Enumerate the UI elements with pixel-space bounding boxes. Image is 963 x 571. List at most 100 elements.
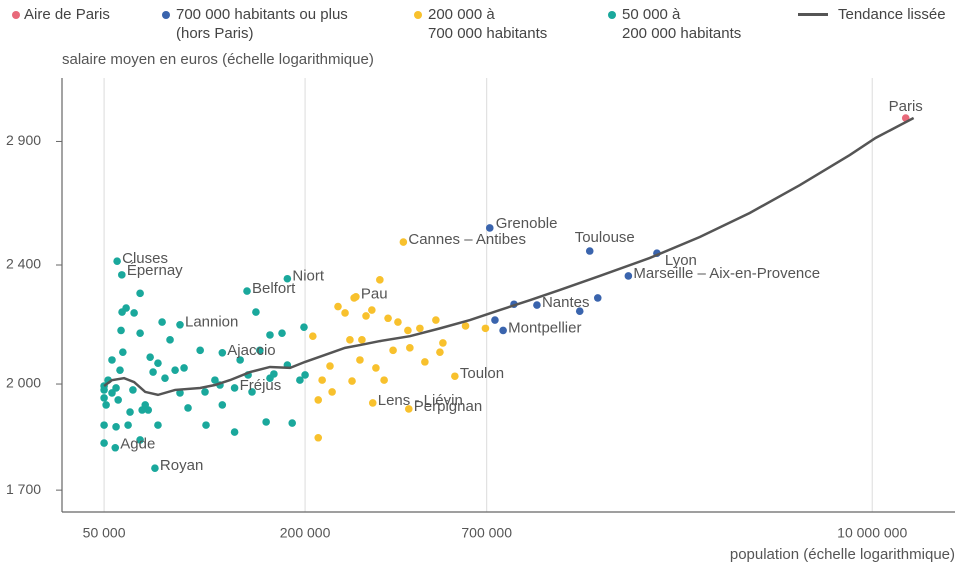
- legend-swatch: [608, 11, 616, 19]
- point-label: Niort: [292, 268, 325, 285]
- legend-swatch: [414, 11, 422, 19]
- point-label: Lannion: [185, 314, 238, 331]
- point-label: Montpellier: [508, 319, 581, 336]
- point: [368, 399, 377, 407]
- point: [328, 388, 336, 396]
- point-label: Lens - Liévin: [378, 392, 463, 409]
- point: [122, 304, 130, 312]
- legend-label: 200 000 à 700 000 habitants: [428, 6, 548, 42]
- point: [270, 370, 278, 378]
- point: [144, 406, 153, 414]
- point-label: Toulouse: [575, 229, 635, 246]
- point: [406, 344, 414, 352]
- legend-swatch: [798, 13, 828, 16]
- x-axis-title: population (échelle logarithmique): [730, 546, 955, 563]
- point: [102, 401, 110, 409]
- point: [119, 348, 127, 356]
- point: [394, 318, 402, 326]
- point: [129, 386, 137, 394]
- point-label: Belfort: [252, 280, 296, 297]
- legend-swatch: [162, 11, 170, 19]
- legend-swatch: [12, 11, 20, 19]
- y-tick-label: 1 700: [6, 481, 41, 497]
- point-label: Épernay: [127, 262, 183, 279]
- point: [416, 324, 424, 333]
- point-label: Lyon: [665, 252, 697, 269]
- point: [158, 318, 166, 326]
- point: [166, 336, 174, 344]
- y-tick-label: 2 000: [6, 375, 41, 391]
- point: [196, 346, 204, 355]
- point: [100, 421, 108, 429]
- legend-label: Tendance lissée: [838, 6, 946, 23]
- point: [136, 436, 144, 444]
- point: [100, 386, 108, 394]
- point: [211, 376, 219, 384]
- point: [184, 404, 192, 412]
- point: [151, 464, 159, 473]
- legend-label: 700 000 habitants ou plus (hors Paris): [176, 6, 348, 42]
- point: [202, 421, 210, 429]
- point: [314, 396, 323, 404]
- point-label: Cluses: [122, 250, 168, 267]
- x-tick-label: 200 000: [280, 525, 331, 541]
- point: [256, 346, 264, 355]
- legend-label: Aire de Paris: [24, 6, 110, 23]
- point: [439, 339, 447, 347]
- point: [154, 359, 162, 367]
- point: [432, 316, 440, 324]
- y-tick-label: 2 400: [6, 256, 41, 272]
- point: [116, 366, 124, 374]
- point-label: Fréjus: [240, 377, 282, 394]
- point: [436, 348, 444, 356]
- point: [111, 443, 120, 452]
- point: [358, 336, 366, 344]
- point-label: Ajaccio: [227, 342, 275, 359]
- point: [461, 322, 470, 330]
- point: [112, 384, 120, 392]
- point: [243, 287, 251, 295]
- point: [356, 356, 364, 364]
- point-label: Marseille – Aix-en-Provence: [633, 265, 820, 282]
- point: [236, 356, 244, 364]
- legend-label: 50 000 à 200 000 habitants: [622, 6, 742, 42]
- point: [108, 356, 116, 364]
- x-tick-label: 700 000: [461, 525, 512, 541]
- point: [296, 376, 304, 384]
- x-tick-label: 10 000 000: [837, 525, 907, 541]
- point: [124, 421, 132, 429]
- point: [300, 323, 308, 331]
- x-tick-label: 50 000: [83, 525, 126, 541]
- point: [230, 384, 239, 392]
- y-tick-label: 2 900: [6, 132, 41, 148]
- point: [389, 346, 397, 355]
- point: [113, 257, 121, 266]
- point: [350, 294, 358, 302]
- point: [218, 348, 227, 357]
- point: [230, 428, 239, 436]
- point: [624, 272, 633, 280]
- point: [118, 271, 126, 279]
- point: [266, 331, 274, 339]
- point: [376, 276, 384, 284]
- point: [334, 302, 342, 311]
- point-label: Royan: [160, 457, 203, 474]
- point: [278, 329, 286, 337]
- point: [341, 309, 349, 317]
- point-label: Pau: [361, 286, 388, 303]
- point: [117, 326, 125, 335]
- point: [154, 421, 162, 429]
- point: [380, 376, 388, 384]
- point: [451, 372, 459, 381]
- point: [262, 418, 270, 426]
- point: [248, 388, 256, 396]
- point: [136, 329, 144, 337]
- point: [252, 308, 260, 316]
- point: [314, 433, 323, 442]
- y-axis-title: salaire moyen en euros (échelle logarith…: [62, 51, 374, 68]
- point: [421, 358, 429, 366]
- point: [218, 401, 227, 409]
- point: [283, 274, 292, 283]
